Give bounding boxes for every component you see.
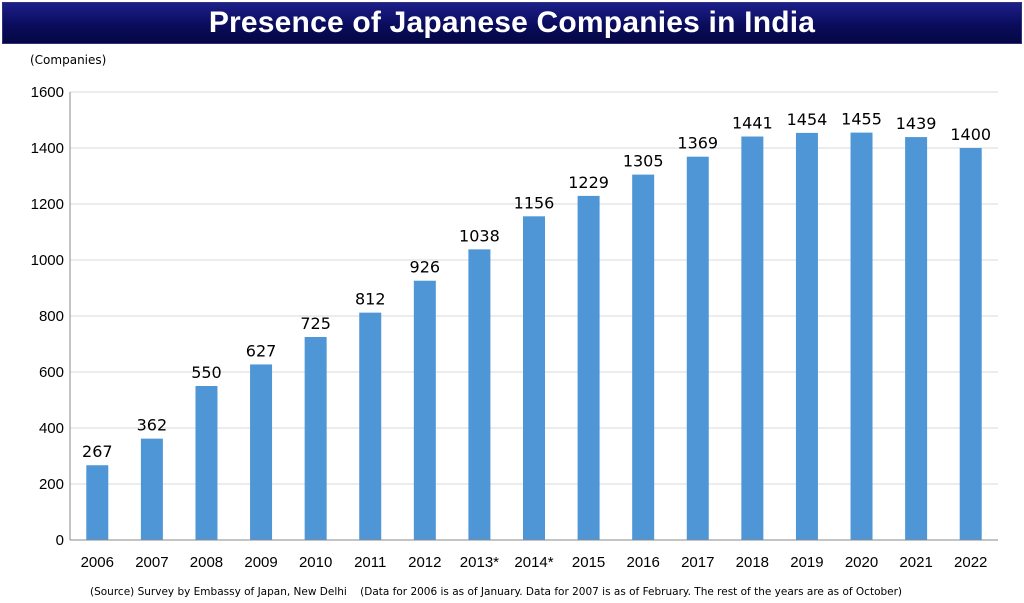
x-tick-label: 2007 xyxy=(135,554,168,571)
data-labels: 267 362 550 627 725 812 926 1038 1156 1229 1305 136… xyxy=(82,110,991,462)
bar xyxy=(905,137,928,540)
data-label: 627 xyxy=(246,341,277,360)
data-label: 926 xyxy=(410,258,441,277)
x-tick-label: 2016 xyxy=(626,554,659,571)
data-label: 1439 xyxy=(896,114,937,133)
y-tick-label: 400 xyxy=(39,420,64,437)
x-tick-label: 2018 xyxy=(736,554,769,571)
x-tick-label: 2013* xyxy=(460,554,499,571)
data-label: 1038 xyxy=(459,226,500,245)
x-tick-label: 2014* xyxy=(514,554,553,571)
bar xyxy=(686,156,709,540)
y-axis-ticks: 0 200 400 600 800 1000 1200 1400 1600 xyxy=(31,84,64,549)
x-tick-label: 2019 xyxy=(790,554,823,571)
bar xyxy=(86,465,109,540)
x-tick-label: 2011 xyxy=(354,554,386,571)
bar xyxy=(523,216,545,540)
x-tick-label: 2008 xyxy=(190,554,223,571)
bars xyxy=(86,132,982,541)
x-tick-label: 2015 xyxy=(572,554,605,571)
data-label: 725 xyxy=(300,314,331,333)
y-tick-label: 800 xyxy=(39,308,64,325)
y-tick-label: 1600 xyxy=(31,84,64,101)
x-tick-label: 2022 xyxy=(954,554,987,571)
data-label: 1305 xyxy=(623,152,664,171)
bar xyxy=(959,148,982,540)
y-tick-label: 200 xyxy=(39,476,64,493)
bar xyxy=(413,280,436,540)
x-tick-label: 2021 xyxy=(899,554,932,571)
data-label: 362 xyxy=(137,416,168,435)
x-tick-label: 2020 xyxy=(845,554,878,571)
chart-title: Presence of Japanese Companies in India xyxy=(208,6,816,39)
bar xyxy=(632,174,655,540)
bar xyxy=(195,386,218,540)
x-tick-label: 2012 xyxy=(408,554,441,571)
data-label: 812 xyxy=(355,290,386,309)
bar xyxy=(468,249,491,541)
bar xyxy=(140,438,163,540)
x-tick-label: 2006 xyxy=(81,554,114,571)
x-axis-ticks: 2006 2007 2008 2009 2010 2011 2012 2013* 2014* 20… xyxy=(81,554,988,571)
y-tick-label: 1000 xyxy=(31,252,64,269)
bar xyxy=(304,337,327,540)
y-tick-label: 1400 xyxy=(31,140,64,157)
title-banner: Presence of Japanese Companies in India xyxy=(2,2,1022,44)
data-label: 1229 xyxy=(568,173,609,192)
data-label: 1156 xyxy=(514,193,555,212)
data-label: 1400 xyxy=(950,125,991,144)
data-label: 1454 xyxy=(787,110,828,129)
x-tick-label: 2010 xyxy=(299,554,332,571)
data-label: 1369 xyxy=(677,134,718,153)
bar xyxy=(795,132,818,540)
bar xyxy=(741,136,764,540)
x-tick-label: 2017 xyxy=(681,554,714,571)
data-label: 267 xyxy=(82,442,113,461)
y-tick-label: 600 xyxy=(39,364,64,381)
bar xyxy=(577,195,600,540)
x-tick-label: 2009 xyxy=(244,554,277,571)
bar xyxy=(359,312,382,540)
source-note: (Source) Survey by Embassy of Japan, New… xyxy=(90,586,903,598)
data-label: 1441 xyxy=(732,114,773,133)
y-tick-label: 0 xyxy=(56,532,64,549)
bar xyxy=(250,364,273,540)
y-tick-label: 1200 xyxy=(31,196,64,213)
data-label: 550 xyxy=(191,363,222,382)
y-axis-unit-label: (Companies) xyxy=(30,53,107,67)
bar xyxy=(850,132,873,540)
data-label: 1455 xyxy=(841,110,882,129)
